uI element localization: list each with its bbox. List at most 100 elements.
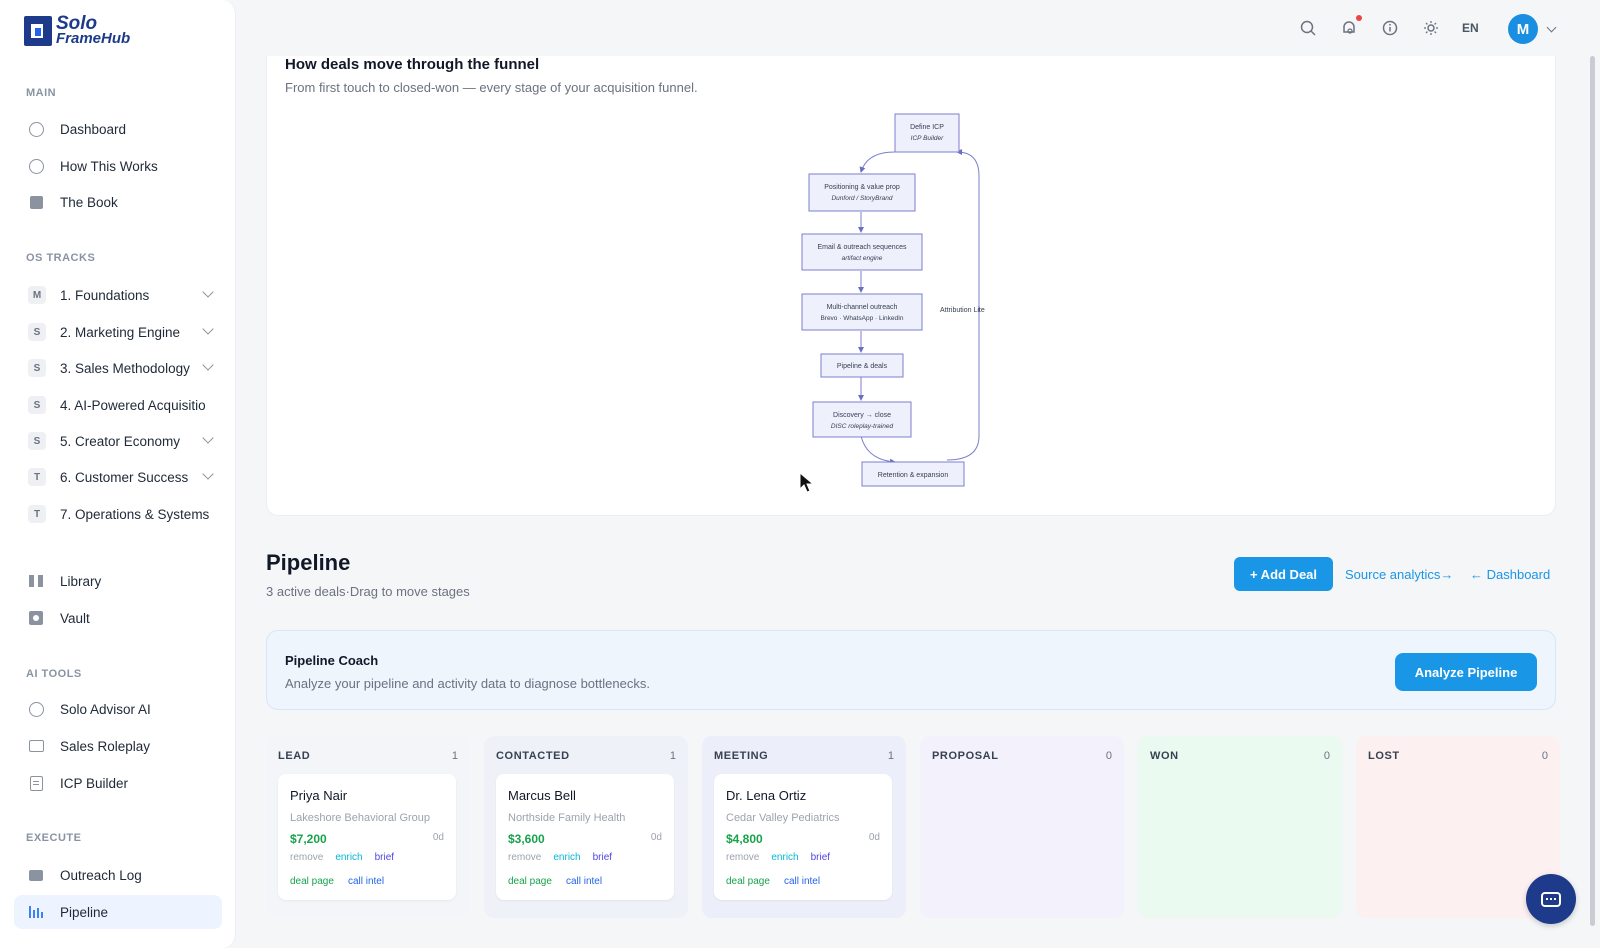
deal-organization: Northside Family Health: [508, 812, 626, 824]
logo-mark-icon: [24, 16, 52, 46]
sidebar-item-outreach-log[interactable]: Outreach Log: [14, 858, 222, 892]
sidebar-item-icp-builder[interactable]: ICP Builder: [14, 766, 222, 800]
sidebar-track-operations-systems[interactable]: T 7. Operations & Systems: [14, 497, 222, 531]
call-intel-link[interactable]: call intel: [783, 876, 821, 887]
remove-link[interactable]: remove: [508, 852, 542, 863]
dashboard-link[interactable]: ← Dashboard: [1470, 567, 1551, 582]
column-count: 0: [1105, 750, 1112, 762]
deal-card[interactable]: Dr. Lena Ortiz Cedar Valley Pediatrics $…: [714, 774, 892, 900]
funnel-node-pipeline-deals: Pipeline & deals: [820, 353, 904, 378]
column-count: 0: [1541, 750, 1548, 762]
enrich-link[interactable]: enrich: [553, 852, 581, 863]
node-sub: Brevo · WhatsApp · LinkedIn: [820, 315, 903, 322]
deal-card[interactable]: Marcus Bell Northside Family Health $3,6…: [496, 774, 674, 900]
chevron-down-icon[interactable]: [202, 468, 214, 480]
sidebar-item-label: 4. AI-Powered Acquisitio: [60, 397, 206, 413]
sidebar-item-pipeline[interactable]: Pipeline: [14, 895, 222, 929]
track-badge: S: [28, 432, 46, 450]
funnel-node-positioning: Positioning & value prop Dunford / Story…: [808, 173, 916, 212]
brand-name-line2: FrameHub: [56, 30, 131, 47]
deal-page-link[interactable]: deal page: [508, 876, 552, 887]
sidebar-track-creator-economy[interactable]: S 5. Creator Economy: [14, 424, 222, 458]
deal-age: 0d: [650, 832, 662, 843]
brief-link[interactable]: brief: [374, 852, 395, 863]
vault-icon: [28, 610, 44, 626]
avatar[interactable]: M: [1508, 14, 1538, 44]
chevron-down-icon[interactable]: [202, 286, 214, 298]
column-title: PROPOSAL: [932, 750, 999, 762]
chat-button[interactable]: [1526, 874, 1576, 924]
source-analytics-link[interactable]: Source analytics→: [1345, 567, 1454, 582]
track-badge: T: [28, 505, 46, 523]
node-title: Multi-channel outreach: [827, 304, 898, 311]
chevron-down-icon[interactable]: [202, 432, 214, 444]
remove-link[interactable]: remove: [290, 852, 324, 863]
sidebar: Solo FrameHub MAIN Dashboard How This Wo…: [0, 0, 236, 948]
language-selector[interactable]: EN: [1462, 21, 1479, 35]
pipeline-coach-card: Pipeline Coach Analyze your pipeline and…: [266, 630, 1556, 710]
notifications-icon[interactable]: [1339, 18, 1359, 38]
column-count: 1: [669, 750, 676, 762]
brief-link[interactable]: brief: [810, 852, 831, 863]
deal-page-link[interactable]: deal page: [726, 876, 770, 887]
sidebar-item-the-book[interactable]: The Book: [14, 185, 222, 219]
funnel-card: How deals move through the funnel From f…: [266, 56, 1556, 516]
sidebar-item-how-this-works[interactable]: How This Works: [14, 149, 222, 183]
chevron-down-icon[interactable]: [202, 359, 214, 371]
sidebar-item-label: Solo Advisor AI: [60, 701, 151, 717]
coach-title: Pipeline Coach: [285, 653, 379, 668]
sidebar-track-customer-success[interactable]: T 6. Customer Success: [14, 460, 222, 494]
sidebar-track-sales-methodology[interactable]: S 3. Sales Methodology: [14, 351, 222, 385]
brand-logo[interactable]: Solo FrameHub: [24, 13, 131, 47]
funnel-node-retention: Retention & expansion: [861, 461, 965, 487]
add-deal-button[interactable]: + Add Deal: [1234, 557, 1333, 591]
deal-age: 0d: [868, 832, 880, 843]
deal-amount: $3,600: [508, 832, 545, 846]
sidebar-item-label: 2. Marketing Engine: [60, 324, 181, 340]
search-icon[interactable]: [1298, 18, 1318, 38]
track-badge: M: [28, 286, 46, 304]
funnel-node-define-icp: Define ICP ICP Builder: [894, 113, 960, 153]
sidebar-track-ai-powered-acquisition[interactable]: S 4. AI-Powered Acquisitio: [14, 388, 222, 422]
sidebar-track-foundations[interactable]: M 1. Foundations: [14, 278, 222, 312]
chevron-down-icon[interactable]: [202, 323, 214, 335]
kanban-column-contacted: CONTACTED 1 Marcus Bell Northside Family…: [484, 736, 688, 918]
help-icon[interactable]: [1380, 18, 1400, 38]
deal-name: Marcus Bell: [508, 788, 576, 803]
deal-page-link[interactable]: deal page: [290, 876, 334, 887]
call-intel-link[interactable]: call intel: [565, 876, 603, 887]
brief-link[interactable]: brief: [592, 852, 613, 863]
node-sub: ICP Builder: [911, 135, 944, 142]
column-title: WON: [1150, 750, 1179, 762]
info-icon: [28, 158, 44, 174]
deal-card[interactable]: Priya Nair Lakeshore Behavioral Group $7…: [278, 774, 456, 900]
sidebar-item-vault[interactable]: Vault: [14, 601, 222, 635]
track-badge: S: [28, 396, 46, 414]
column-count: 0: [1323, 750, 1330, 762]
sidebar-item-sales-roleplay[interactable]: Sales Roleplay: [14, 729, 222, 763]
section-label-execute: EXECUTE: [26, 832, 82, 844]
chevron-down-icon[interactable]: [1546, 22, 1557, 33]
sidebar-track-marketing-engine[interactable]: S 2. Marketing Engine: [14, 315, 222, 349]
enrich-link[interactable]: enrich: [335, 852, 363, 863]
funnel-node-discovery-close: Discovery → close DISC roleplay-trained: [812, 401, 912, 438]
remove-link[interactable]: remove: [726, 852, 760, 863]
column-count: 1: [887, 750, 894, 762]
sidebar-item-dashboard[interactable]: Dashboard: [14, 112, 222, 146]
analyze-pipeline-button[interactable]: Analyze Pipeline: [1395, 653, 1537, 691]
sidebar-item-label: 3. Sales Methodology: [60, 360, 190, 376]
call-intel-link[interactable]: call intel: [347, 876, 385, 887]
enrich-link[interactable]: enrich: [771, 852, 799, 863]
deal-name: Dr. Lena Ortiz: [726, 788, 807, 803]
kanban-column-proposal: PROPOSAL 0: [920, 736, 1124, 918]
node-title: Define ICP: [910, 124, 944, 131]
chat-bubble-icon: [1541, 891, 1561, 907]
kanban-column-meeting: MEETING 1 Dr. Lena Ortiz Cedar Valley Pe…: [702, 736, 906, 918]
sidebar-item-library[interactable]: Library: [14, 564, 222, 598]
sidebar-item-solo-advisor-ai[interactable]: Solo Advisor AI: [14, 692, 222, 726]
theme-toggle-icon[interactable]: [1421, 18, 1441, 38]
funnel-node-multichannel: Multi-channel outreach Brevo · WhatsApp …: [801, 293, 923, 331]
node-title: Email & outreach sequences: [817, 244, 907, 251]
brand-name-line1: Solo: [56, 13, 98, 34]
page-scrollbar[interactable]: [1590, 56, 1595, 926]
